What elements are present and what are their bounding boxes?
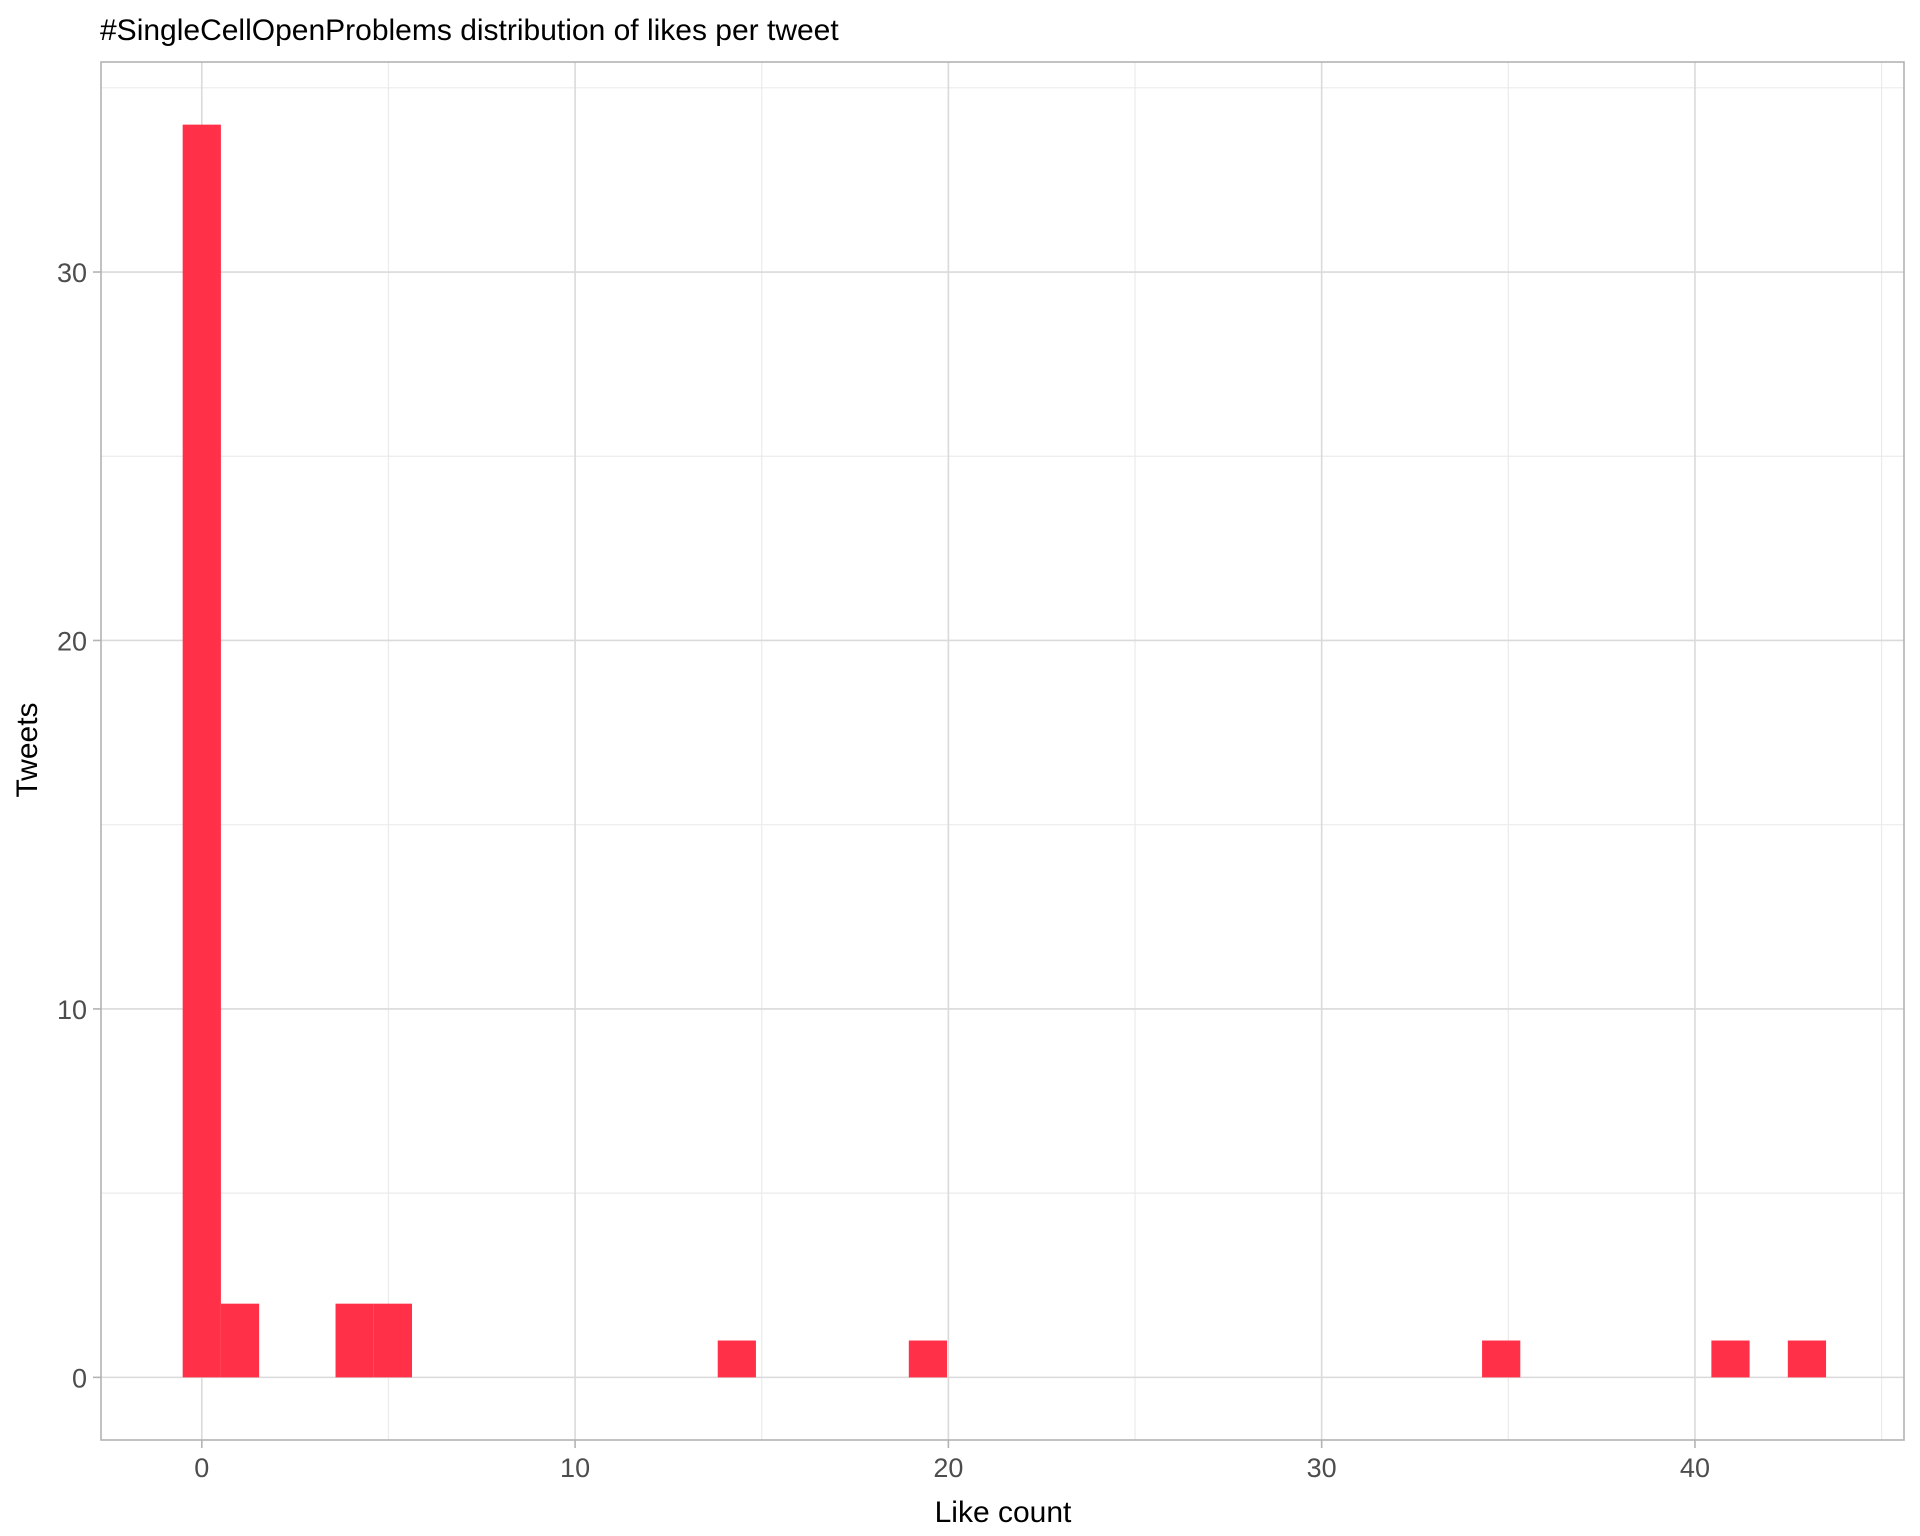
- histogram-bars: [182, 124, 1827, 1378]
- histogram-bar: [908, 1340, 948, 1378]
- x-tick-label: 40: [1680, 1453, 1710, 1483]
- y-axis-ticks: 0 10 20 30: [57, 258, 101, 1393]
- histogram-bar: [717, 1340, 756, 1378]
- histogram-bar: [373, 1303, 412, 1378]
- chart-title: #SingleCellOpenProblems distribution of …: [100, 14, 839, 47]
- y-tick-label: 0: [72, 1363, 87, 1393]
- y-tick-label: 10: [57, 995, 87, 1025]
- y-tick-label: 20: [57, 626, 87, 656]
- histogram-bar: [1482, 1340, 1521, 1378]
- y-tick-label: 30: [57, 258, 87, 288]
- histogram-bar: [182, 124, 221, 1378]
- panel-border: [100, 61, 1905, 1441]
- histogram-bar: [335, 1303, 374, 1378]
- x-tick-label: 10: [560, 1453, 590, 1483]
- grid-lines: [101, 62, 1904, 1440]
- x-tick-label: 0: [194, 1453, 209, 1483]
- x-axis-label: Like count: [935, 1496, 1072, 1529]
- x-tick-label: 20: [933, 1453, 963, 1483]
- histogram-bar: [1787, 1340, 1827, 1378]
- histogram-bar: [1711, 1340, 1750, 1378]
- x-tick-label: 30: [1307, 1453, 1337, 1483]
- x-axis-ticks: 0 10 20 30 40: [194, 1440, 1710, 1483]
- y-axis-label: Tweets: [11, 702, 44, 797]
- histogram-bar: [220, 1303, 260, 1378]
